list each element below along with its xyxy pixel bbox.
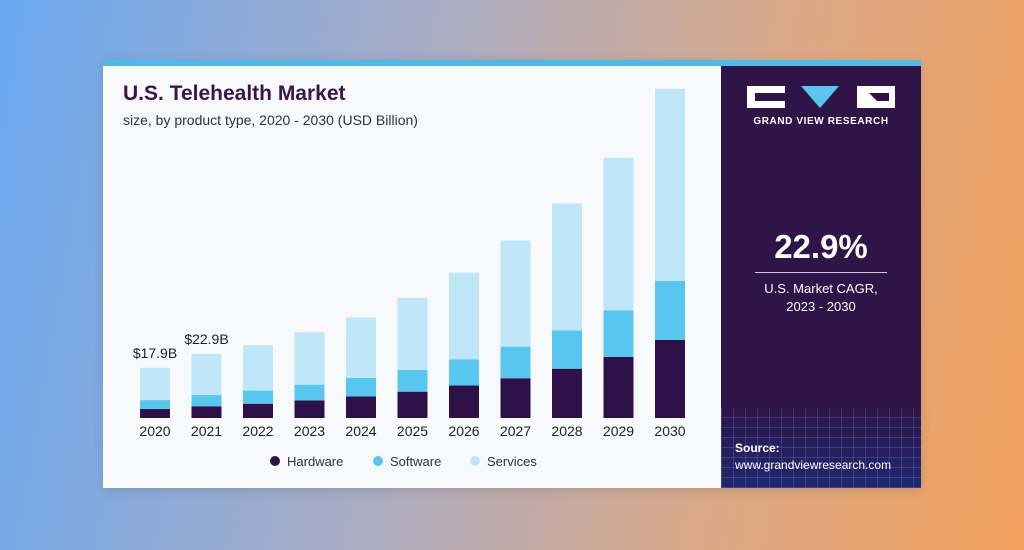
infographic-card: U.S. Telehealth Market size, by product … bbox=[103, 60, 921, 488]
data-label-2020: $17.9B bbox=[133, 345, 177, 361]
bar-software-2030 bbox=[655, 280, 685, 340]
bar-software-2027 bbox=[500, 346, 531, 379]
legend-label-services: Services bbox=[487, 454, 537, 469]
x-tick-label: 2028 bbox=[551, 423, 582, 439]
bar-software-2028 bbox=[552, 330, 582, 369]
x-tick-label: 2023 bbox=[294, 423, 325, 439]
legend-label-hardware: Hardware bbox=[287, 454, 343, 469]
x-tick-label: 2030 bbox=[654, 423, 685, 439]
x-tick-label: 2027 bbox=[500, 423, 531, 439]
chart-title: U.S. Telehealth Market bbox=[123, 82, 346, 105]
x-tick-label: 2026 bbox=[448, 423, 479, 439]
bar-services-2024 bbox=[346, 317, 376, 378]
legend-swatch-hardware bbox=[270, 456, 280, 466]
bar-services-2021 bbox=[191, 353, 222, 396]
bar-hardware-2021 bbox=[191, 406, 222, 418]
brand-name: GRAND VIEW RESEARCH bbox=[753, 116, 889, 127]
bar-hardware-2025 bbox=[397, 391, 428, 418]
stacked-bar-chart: 2020 2021 2022 2023 2024 2025 2026 2027 2028 2029… bbox=[133, 88, 686, 469]
bar-hardware-2020 bbox=[140, 409, 170, 418]
bar-software-2021 bbox=[191, 395, 222, 407]
bar-services-2028 bbox=[552, 203, 582, 331]
bar-services-2025 bbox=[397, 297, 428, 370]
bar-software-2023 bbox=[294, 384, 325, 401]
legend-swatch-services bbox=[470, 456, 480, 466]
cagr-label: U.S. Market CAGR, 2023 - 2030 bbox=[721, 280, 921, 316]
bar-services-2027 bbox=[500, 240, 531, 347]
bar-hardware-2028 bbox=[552, 368, 582, 418]
cagr-label-line1: U.S. Market CAGR, bbox=[764, 281, 878, 296]
bar-services-2020 bbox=[140, 367, 170, 401]
x-tick-label: 2020 bbox=[139, 423, 170, 439]
bar-hardware-2026 bbox=[449, 385, 479, 418]
bar-hardware-2022 bbox=[243, 403, 273, 418]
bar-services-2026 bbox=[449, 272, 479, 360]
bar-software-2025 bbox=[397, 369, 428, 392]
bar-services-2029 bbox=[603, 157, 634, 311]
x-tick-label: 2025 bbox=[397, 423, 428, 439]
source-url[interactable]: www.grandviewresearch.com bbox=[735, 458, 892, 472]
legend-swatch-software bbox=[373, 456, 383, 466]
data-label-2021: $22.9B bbox=[184, 331, 228, 347]
bar-software-2020 bbox=[140, 400, 170, 410]
grand-view-research-logo bbox=[747, 86, 895, 108]
x-tick-label: 2021 bbox=[191, 423, 222, 439]
bar-hardware-2024 bbox=[346, 396, 376, 418]
bar-services-2022 bbox=[243, 345, 273, 391]
cagr-value: 22.9% bbox=[774, 228, 868, 265]
x-tick-label: 2029 bbox=[603, 423, 634, 439]
cagr-label-line2: 2023 - 2030 bbox=[786, 299, 856, 314]
bar-hardware-2030 bbox=[655, 339, 685, 418]
bar-software-2026 bbox=[449, 359, 479, 386]
x-tick-label: 2024 bbox=[345, 423, 376, 439]
bar-hardware-2029 bbox=[603, 356, 634, 418]
bar-software-2024 bbox=[346, 377, 376, 397]
bar-software-2029 bbox=[603, 310, 634, 357]
bar-hardware-2027 bbox=[500, 378, 531, 418]
bar-services-2030 bbox=[655, 88, 685, 281]
x-tick-label: 2022 bbox=[242, 423, 273, 439]
decorative-grid bbox=[721, 408, 921, 488]
source-title: Source: bbox=[735, 441, 780, 455]
legend-label-software: Software bbox=[390, 454, 441, 469]
side-panel: GRAND VIEW RESEARCH 22.9% U.S. Market CA… bbox=[721, 66, 921, 488]
bar-hardware-2023 bbox=[294, 400, 325, 418]
bar-software-2022 bbox=[243, 390, 273, 404]
cagr-divider bbox=[755, 272, 887, 273]
chart-subtitle: size, by product type, 2020 - 2030 (USD … bbox=[123, 112, 418, 128]
accent-top-line bbox=[103, 60, 921, 66]
bar-services-2023 bbox=[294, 332, 325, 385]
